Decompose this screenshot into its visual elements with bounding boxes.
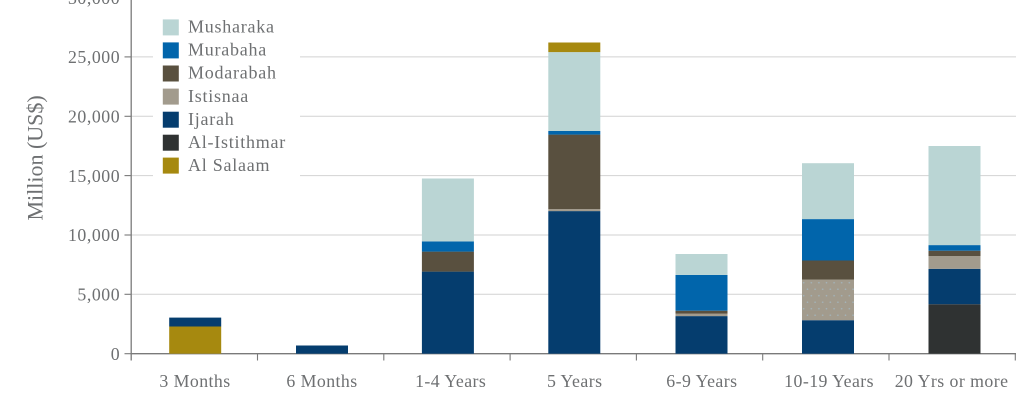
svg-text:10,000: 10,000 [68,225,120,245]
svg-text:3 Months: 3 Months [159,371,230,391]
svg-text:Murabaha: Murabaha [188,40,267,60]
svg-text:6-9 Years: 6-9 Years [666,371,737,391]
svg-text:Modarabah: Modarabah [188,63,277,83]
svg-text:25,000: 25,000 [68,47,120,67]
svg-text:1-4 Years: 1-4 Years [415,371,486,391]
svg-text:20 Yrs or more: 20 Yrs or more [895,371,1009,391]
svg-text:Ijarah: Ijarah [188,109,234,129]
svg-text:5,000: 5,000 [77,285,120,305]
svg-text:Musharaka: Musharaka [188,17,275,37]
svg-text:Istisnaa: Istisnaa [188,86,249,106]
svg-text:Million (US$): Million (US$) [23,95,48,220]
svg-text:30,000: 30,000 [68,0,120,8]
svg-text:6 Months: 6 Months [286,371,357,391]
svg-text:0: 0 [111,344,120,364]
svg-text:15,000: 15,000 [68,166,120,186]
svg-text:Al Salaam: Al Salaam [188,155,270,175]
svg-text:Al-Istithmar: Al-Istithmar [188,132,286,152]
svg-text:20,000: 20,000 [68,107,120,127]
svg-text:5 Years: 5 Years [547,371,603,391]
svg-text:10-19 Years: 10-19 Years [784,371,874,391]
